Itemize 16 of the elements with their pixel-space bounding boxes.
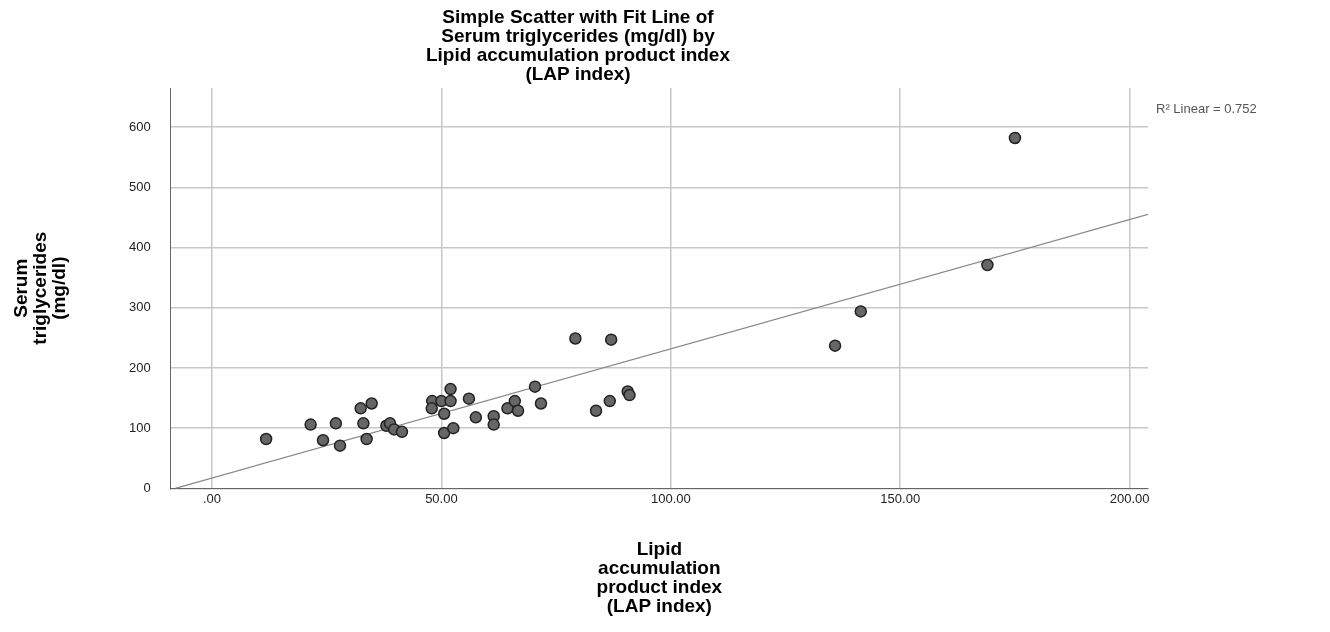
y-tick-label: 500 <box>128 178 151 194</box>
y-tick-label: 0 <box>143 479 151 495</box>
y-tick-label: 100 <box>128 419 151 435</box>
x-tick-label: 50.00 <box>425 490 458 506</box>
x-tick-label: 200.00 <box>1109 490 1150 506</box>
x-tick-label: 100.00 <box>650 490 691 506</box>
y-tick-label: 400 <box>128 239 151 255</box>
text: R² Linear = 0.752 <box>1156 100 1257 116</box>
x-axis-title: Lipid accumulation product index (LAP index) <box>596 537 723 616</box>
y-tick-label: 600 <box>128 118 151 134</box>
y-tick-label: 300 <box>128 299 151 315</box>
y-tick-label: 200 <box>128 359 151 375</box>
x-tick-label: 150.00 <box>880 490 921 506</box>
y-axis-title: Serum triglycerides (mg/dl) <box>9 231 69 345</box>
x-tick-label: .00 <box>202 490 222 506</box>
chart-title: Simple Scatter with Fit Line of Serum triglycerides (mg/dl) by Lipid accumulation product index (LAP index) <box>425 5 731 84</box>
